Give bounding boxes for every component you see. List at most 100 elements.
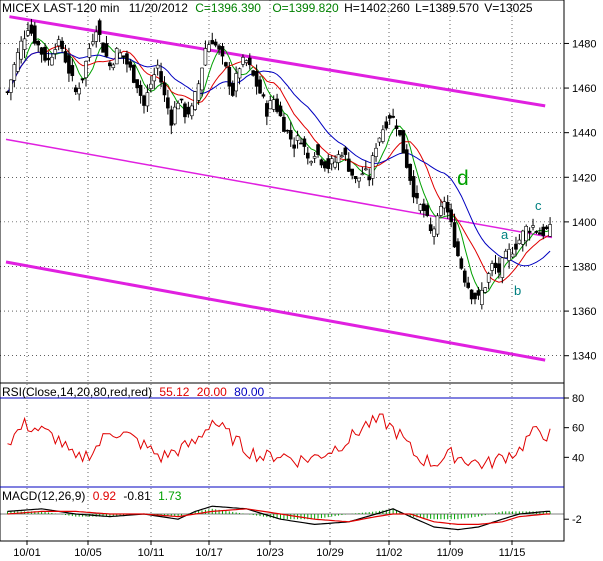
candle-body xyxy=(527,230,532,233)
candle-body xyxy=(292,144,296,149)
candle-body xyxy=(227,66,232,87)
macd-value: 0.92 xyxy=(92,489,117,503)
candle-body xyxy=(548,224,552,237)
candle-body xyxy=(469,289,474,300)
x-tick-label: 11/15 xyxy=(499,547,526,559)
candle-body xyxy=(394,125,399,129)
candle-body xyxy=(459,258,464,269)
candle-body xyxy=(275,98,279,112)
candle-body xyxy=(483,287,488,293)
candle-body xyxy=(422,203,426,211)
candle-body xyxy=(336,154,341,163)
rsi-line xyxy=(7,413,551,470)
candle-body xyxy=(53,49,58,54)
rsi-value: 55.12 xyxy=(159,385,190,399)
candle-body xyxy=(125,53,129,65)
candle-body xyxy=(142,95,146,106)
candle-body xyxy=(254,70,259,87)
candle-body xyxy=(91,41,95,45)
candle-body xyxy=(370,155,375,179)
candle-body xyxy=(203,48,208,66)
open-value: O=1399.820 xyxy=(272,1,339,15)
hist-value: 1.73 xyxy=(158,489,182,503)
candle-body xyxy=(189,105,194,117)
rsi-tick-label: 40 xyxy=(572,452,584,464)
candle-body xyxy=(534,231,539,233)
macd-tick-label: -2 xyxy=(572,514,582,526)
candle-body xyxy=(19,40,23,60)
rsi-label: RSI(Close,14,20,80,red,red) xyxy=(2,385,153,399)
candle-body xyxy=(104,43,109,57)
candle-body xyxy=(401,130,406,154)
candle-body xyxy=(462,270,467,283)
candle-body xyxy=(12,64,17,81)
candle-body xyxy=(247,57,252,66)
candle-body xyxy=(500,257,505,278)
candle-body xyxy=(22,38,27,50)
candle-body xyxy=(138,84,143,96)
candle-body xyxy=(312,156,317,159)
candle-body xyxy=(15,52,20,72)
ma-slow-line xyxy=(7,51,551,267)
candle-body xyxy=(114,48,119,65)
candle-body xyxy=(305,152,310,159)
candle-body xyxy=(39,47,44,55)
annotation-c: c xyxy=(535,198,542,213)
candle-body xyxy=(456,241,460,257)
rsi-header: RSI(Close,14,20,80,red,red) 55.12 20.00 … xyxy=(2,385,264,399)
candle-body xyxy=(108,62,112,67)
candle-body xyxy=(94,31,99,42)
high-value: H=1402.260 xyxy=(344,1,410,15)
rsi-low: 20.00 xyxy=(196,385,227,399)
candle-body xyxy=(63,51,68,63)
candle-body xyxy=(121,55,126,58)
close-value: C=1396.390 xyxy=(195,1,261,15)
candle-body xyxy=(411,176,416,198)
candle-body xyxy=(9,79,13,93)
candle-body xyxy=(497,263,501,273)
candle-body xyxy=(278,105,283,117)
x-tick-label: 11/02 xyxy=(376,547,403,559)
x-tick-label: 10/01 xyxy=(13,547,41,559)
candle-body xyxy=(5,91,10,94)
rsi-high: 80.00 xyxy=(234,385,265,399)
candle-body xyxy=(360,173,365,176)
candle-body xyxy=(282,116,286,132)
candle-body xyxy=(384,121,389,129)
x-tick-label: 10/29 xyxy=(316,547,344,559)
candle-body xyxy=(333,161,337,168)
candle-body xyxy=(56,39,61,47)
candle-body xyxy=(135,79,139,89)
y-tick-label: 1340 xyxy=(572,351,596,363)
y-tick-label: 1400 xyxy=(572,217,596,229)
candle-body xyxy=(101,42,105,53)
x-tick-label: 10/05 xyxy=(74,547,102,559)
date-label: 11/20/2012 xyxy=(128,1,188,15)
candle-body xyxy=(302,138,307,147)
candle-body xyxy=(166,97,170,109)
candle-body xyxy=(186,106,191,115)
candle-body xyxy=(374,147,378,157)
candle-body xyxy=(244,60,249,63)
candle-body xyxy=(200,67,204,91)
candle-body xyxy=(442,201,447,209)
candle-body xyxy=(210,40,215,45)
candle-body xyxy=(87,48,92,58)
candle-body xyxy=(176,102,180,110)
candle-body xyxy=(490,263,494,271)
candle-body xyxy=(367,176,372,181)
candle-body xyxy=(418,204,423,211)
price-axis-ticks: 1340 1360 1380 1400 1420 1440 1460 1480 xyxy=(564,38,596,363)
candle-body xyxy=(241,57,245,65)
candle-body xyxy=(323,161,327,169)
candle-body xyxy=(343,147,348,155)
candle-body xyxy=(162,82,167,96)
candle-body xyxy=(77,88,81,95)
candle-body xyxy=(326,158,331,169)
macd-header: MACD(12,26,9) 0.92 -0.81 1.73 xyxy=(2,489,181,503)
candle-body xyxy=(97,20,102,35)
candle-body xyxy=(237,68,242,79)
candle-body xyxy=(172,106,177,125)
annotation-b: b xyxy=(514,283,521,298)
candle-body xyxy=(319,159,324,166)
